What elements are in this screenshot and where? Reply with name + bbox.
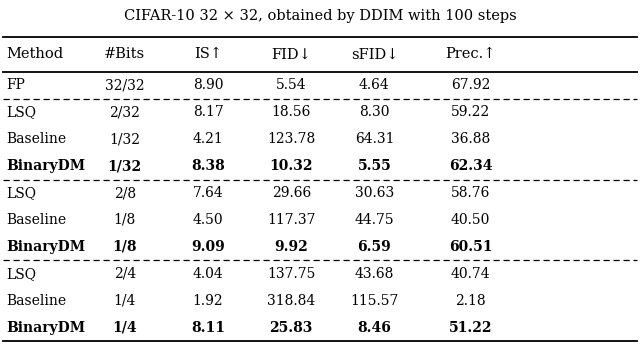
Text: 60.51: 60.51 xyxy=(449,240,492,254)
Text: 29.66: 29.66 xyxy=(271,186,311,200)
Text: LSQ: LSQ xyxy=(6,186,36,200)
Text: FP: FP xyxy=(6,78,25,92)
Text: 2/4: 2/4 xyxy=(114,267,136,281)
Text: 4.64: 4.64 xyxy=(359,78,390,92)
Text: LSQ: LSQ xyxy=(6,105,36,119)
Text: Method: Method xyxy=(6,47,63,61)
Text: 117.37: 117.37 xyxy=(267,213,316,227)
Text: 64.31: 64.31 xyxy=(355,132,394,146)
Text: 2/8: 2/8 xyxy=(114,186,136,200)
Text: 8.90: 8.90 xyxy=(193,78,223,92)
Text: 8.46: 8.46 xyxy=(358,321,391,335)
Text: 36.88: 36.88 xyxy=(451,132,490,146)
Text: Prec.↑: Prec.↑ xyxy=(445,47,495,61)
Text: 5.54: 5.54 xyxy=(276,78,307,92)
Text: 62.34: 62.34 xyxy=(449,159,492,173)
Text: BinaryDM: BinaryDM xyxy=(6,159,86,173)
Text: 59.22: 59.22 xyxy=(451,105,490,119)
Text: 8.17: 8.17 xyxy=(193,105,223,119)
Text: 58.76: 58.76 xyxy=(451,186,490,200)
Text: Baseline: Baseline xyxy=(6,132,67,146)
Text: FID↓: FID↓ xyxy=(271,47,311,61)
Text: 2/32: 2/32 xyxy=(109,105,140,119)
Text: 51.22: 51.22 xyxy=(449,321,492,335)
Text: 44.75: 44.75 xyxy=(355,213,394,227)
Text: 7.64: 7.64 xyxy=(193,186,223,200)
Text: 115.57: 115.57 xyxy=(350,294,399,308)
Text: 8.38: 8.38 xyxy=(191,159,225,173)
Text: 1/4: 1/4 xyxy=(113,321,137,335)
Text: 25.83: 25.83 xyxy=(269,321,313,335)
Text: 67.92: 67.92 xyxy=(451,78,490,92)
Text: #Bits: #Bits xyxy=(104,47,145,61)
Text: Baseline: Baseline xyxy=(6,294,67,308)
Text: 18.56: 18.56 xyxy=(271,105,311,119)
Text: 5.55: 5.55 xyxy=(358,159,391,173)
Text: 9.09: 9.09 xyxy=(191,240,225,254)
Text: 137.75: 137.75 xyxy=(267,267,316,281)
Text: 43.68: 43.68 xyxy=(355,267,394,281)
Text: 8.11: 8.11 xyxy=(191,321,225,335)
Text: 1.92: 1.92 xyxy=(193,294,223,308)
Text: 1/4: 1/4 xyxy=(114,294,136,308)
Text: IS↑: IS↑ xyxy=(194,47,222,61)
Text: 1/32: 1/32 xyxy=(109,132,140,146)
Text: 4.21: 4.21 xyxy=(193,132,223,146)
Text: 10.32: 10.32 xyxy=(269,159,313,173)
Text: 30.63: 30.63 xyxy=(355,186,394,200)
Text: 6.59: 6.59 xyxy=(358,240,391,254)
Text: CIFAR-10 32 × 32, obtained by DDIM with 100 steps: CIFAR-10 32 × 32, obtained by DDIM with … xyxy=(124,9,516,23)
Text: 40.50: 40.50 xyxy=(451,213,490,227)
Text: BinaryDM: BinaryDM xyxy=(6,240,86,254)
Text: 318.84: 318.84 xyxy=(267,294,316,308)
Text: BinaryDM: BinaryDM xyxy=(6,321,86,335)
Text: 4.50: 4.50 xyxy=(193,213,223,227)
Text: 2.18: 2.18 xyxy=(455,294,486,308)
Text: LSQ: LSQ xyxy=(6,267,36,281)
Text: 1/8: 1/8 xyxy=(114,213,136,227)
Text: sFID↓: sFID↓ xyxy=(351,47,398,61)
Text: 40.74: 40.74 xyxy=(451,267,490,281)
Text: 1/8: 1/8 xyxy=(113,240,137,254)
Text: 8.30: 8.30 xyxy=(359,105,390,119)
Text: 9.92: 9.92 xyxy=(275,240,308,254)
Text: 4.04: 4.04 xyxy=(193,267,223,281)
Text: 1/32: 1/32 xyxy=(108,159,142,173)
Text: 123.78: 123.78 xyxy=(267,132,316,146)
Text: 32/32: 32/32 xyxy=(105,78,145,92)
Text: Baseline: Baseline xyxy=(6,213,67,227)
